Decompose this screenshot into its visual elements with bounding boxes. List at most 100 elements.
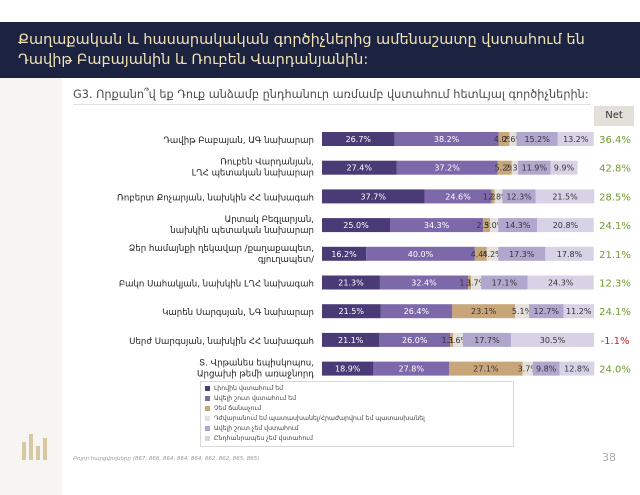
data-label: 4.4% bbox=[471, 250, 492, 259]
legend-label: Չեմ ճանաչում bbox=[214, 405, 262, 412]
bar-segment bbox=[518, 160, 551, 175]
bar-segment bbox=[379, 332, 451, 347]
slide-title: Քաղաքական և հասարակական գործիչներից ամեն… bbox=[18, 32, 585, 68]
bar-segment bbox=[322, 361, 374, 376]
data-label: 26.0% bbox=[402, 336, 428, 345]
bar-segment bbox=[474, 246, 487, 261]
bar-segment bbox=[516, 132, 558, 146]
data-label: 17.1% bbox=[492, 279, 518, 288]
bar-segment bbox=[563, 304, 594, 319]
bar-segment bbox=[528, 304, 564, 319]
data-label: 12.3% bbox=[506, 192, 532, 201]
data-label: 3.7% bbox=[466, 279, 487, 288]
data-label: 37.2% bbox=[434, 164, 460, 173]
data-label: 13.2% bbox=[563, 135, 589, 144]
legend-item: Ավելի շուտ վստահում եմ bbox=[205, 395, 296, 403]
legend-label: Ավելի շուտ վստահում եմ bbox=[214, 395, 296, 402]
data-label: 14.3% bbox=[505, 221, 531, 230]
category-label: Ռոբերտ Քոչարյան, նախկին ՀՀ նախագահ bbox=[117, 193, 314, 203]
net-value: 24.0% bbox=[599, 365, 631, 376]
category-label: Ռուբեն Վարդանյան, ԼՂՀ պետական նախարար bbox=[192, 158, 314, 179]
legend-swatch bbox=[205, 435, 210, 441]
data-label: 11.9% bbox=[522, 164, 548, 173]
bar-segment bbox=[471, 275, 482, 290]
data-label: 5.1% bbox=[512, 307, 533, 316]
net-value: 12.3% bbox=[599, 279, 631, 290]
data-label: 21.1% bbox=[338, 336, 364, 345]
bar-segment bbox=[462, 332, 512, 347]
data-label: 5.2% bbox=[495, 164, 516, 173]
data-label: 1.1% bbox=[459, 279, 480, 288]
data-label: 18.9% bbox=[335, 365, 361, 374]
data-label: 38.2% bbox=[434, 135, 460, 144]
data-label: 12.7% bbox=[534, 307, 560, 316]
data-label: 24.6% bbox=[445, 192, 471, 201]
legend-swatch bbox=[205, 405, 210, 411]
bar-segment bbox=[511, 160, 519, 175]
data-label: 26.7% bbox=[346, 135, 372, 144]
category-label: Դավիթ Բաբայան, ԱԳ նախարար bbox=[163, 136, 314, 146]
side-strip bbox=[0, 78, 62, 495]
bar-segment bbox=[322, 332, 380, 347]
data-label: 11.2% bbox=[566, 307, 592, 316]
bar-segment bbox=[322, 132, 395, 146]
bar-segment bbox=[527, 275, 594, 290]
data-label: 37.7% bbox=[361, 192, 387, 201]
bar-segment bbox=[373, 361, 450, 376]
bar-segment bbox=[366, 246, 475, 261]
chart-legend: Լիովին վստահում եմ Ավելի շուտ վստահում եմ… bbox=[200, 381, 514, 447]
bar-segment bbox=[486, 246, 499, 261]
category-label: Տ. Վրթանես եպիսկոպոս, Արցախի թեմի առաջնոր… bbox=[197, 359, 314, 380]
data-label: 27.4% bbox=[347, 164, 373, 173]
data-label: 32.4% bbox=[411, 279, 437, 288]
net-value: 42.8% bbox=[599, 164, 631, 175]
data-label: 1.1% bbox=[441, 336, 462, 345]
bar-segment bbox=[322, 275, 380, 290]
question-text: G3. Որքանո՞վ եք Դուք անձամբ ընդհանուր առ… bbox=[73, 88, 589, 101]
category-label: Արտակ Բեգլարյան, նախկին պետական նախարար bbox=[169, 215, 314, 236]
data-label: 1.2% bbox=[483, 192, 504, 201]
legend-item: Դժվարանում եմ պատասխանել/Հրաժարվում եմ պ… bbox=[205, 415, 425, 423]
bar-segment bbox=[322, 189, 425, 204]
data-label: 21.3% bbox=[338, 279, 364, 288]
category-label: Ձեր համայնքի ղեկավար /քաղաքապետ, գյուղապե… bbox=[129, 244, 314, 265]
data-label: 27.1% bbox=[473, 365, 499, 374]
bar-segment bbox=[559, 361, 595, 376]
bar-segment bbox=[511, 332, 594, 347]
bar-segment bbox=[452, 304, 516, 319]
data-label: 15.2% bbox=[524, 135, 550, 144]
legend-swatch bbox=[205, 395, 210, 401]
legend-item: Ավելի շուտ չեմ վստահում bbox=[205, 425, 299, 433]
data-label: 27.8% bbox=[399, 365, 425, 374]
bar-segment bbox=[522, 361, 533, 376]
data-label: 30.5% bbox=[540, 336, 566, 345]
page-number: 38 bbox=[602, 451, 616, 464]
legend-label: Ընդհանրապես չեմ վստահում bbox=[214, 435, 313, 442]
legend-label: Դժվարանում եմ պատասխանել/Հրաժարվում եմ պ… bbox=[214, 415, 425, 422]
bar-segment bbox=[450, 332, 454, 347]
data-label: 17.8% bbox=[557, 250, 583, 259]
stacked-bar-chart: Դավիթ Բաբայան, ԱԳ նախարար 26.7% 38.2% 4.0%2… bbox=[117, 132, 631, 380]
data-label: 3.6% bbox=[448, 336, 469, 345]
bar-segment bbox=[502, 189, 536, 204]
bar-segment bbox=[322, 304, 381, 319]
data-label: 25.0% bbox=[343, 221, 369, 230]
category-label: Սերժ Սարգսյան, նախկին ՀՀ նախագահ bbox=[129, 337, 314, 347]
data-label: 3.0% bbox=[484, 221, 505, 230]
data-label: 21.5% bbox=[339, 307, 365, 316]
data-label: 2.3% bbox=[505, 164, 526, 173]
net-value: 24.1% bbox=[599, 221, 631, 232]
bar-segment bbox=[557, 132, 594, 146]
net-value: 24.1% bbox=[599, 307, 631, 318]
bar-segment bbox=[550, 160, 578, 175]
bar-segment bbox=[394, 132, 499, 146]
data-label: 9.9% bbox=[554, 164, 575, 173]
bar-segment bbox=[498, 218, 538, 233]
data-label: 26.4% bbox=[404, 307, 430, 316]
bar-segment bbox=[396, 160, 498, 175]
bar-segment bbox=[380, 304, 453, 319]
bar-segment bbox=[491, 189, 495, 204]
data-label: 2.5% bbox=[477, 221, 498, 230]
slide-header: Քաղաքական և հասարակական գործիչներից ամեն… bbox=[0, 22, 640, 78]
data-label: 24.3% bbox=[548, 279, 574, 288]
